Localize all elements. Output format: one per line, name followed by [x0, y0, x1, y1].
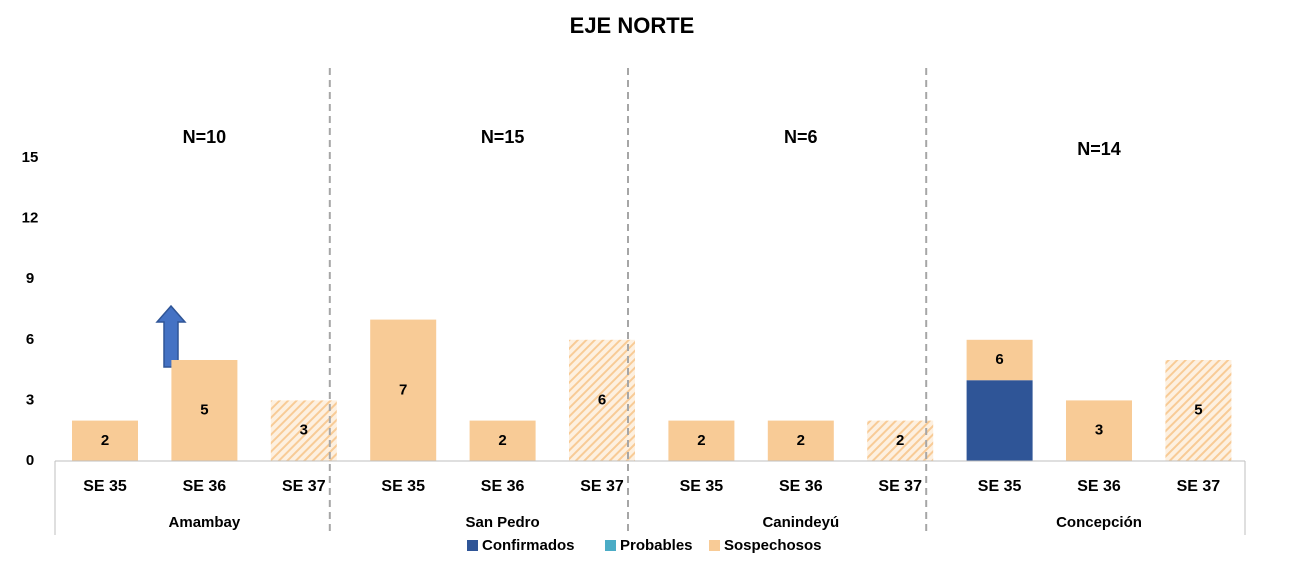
y-tick-label: 3 [26, 391, 34, 408]
x-tick-label: SE 37 [878, 478, 922, 495]
data-label: 6 [995, 351, 1003, 368]
bar-segment [270, 400, 337, 461]
data-label: 2 [797, 432, 805, 449]
x-tick-label: SE 35 [83, 478, 127, 495]
y-tick-label: 12 [22, 210, 39, 227]
group-annotation: N=10 [183, 127, 227, 147]
data-label: 3 [300, 422, 308, 439]
legend-swatch [709, 540, 720, 551]
bar-segment [72, 420, 138, 461]
data-label: 2 [697, 432, 705, 449]
legend-swatch [467, 540, 478, 551]
data-label: 6 [598, 391, 606, 408]
group-label: Amambay [169, 514, 241, 531]
x-tick-label: SE 37 [1177, 478, 1221, 495]
group-label: Concepción [1056, 514, 1142, 531]
bar-segment [171, 360, 238, 461]
x-tick-label: SE 35 [978, 478, 1022, 495]
x-tick-label: SE 36 [779, 478, 823, 495]
group-annotation: N=14 [1077, 139, 1121, 159]
bar-segment [1165, 360, 1232, 461]
bar-segment [966, 380, 1033, 461]
trend-arrow [155, 304, 187, 368]
data-label: 5 [200, 401, 208, 418]
legend-label: Sospechosos [724, 537, 822, 554]
legend-label: Probables [620, 537, 693, 554]
data-label: 3 [1095, 422, 1103, 439]
bar-segment [767, 420, 834, 461]
bar-segment [668, 420, 735, 461]
data-label: 7 [399, 381, 407, 398]
y-tick-label: 0 [26, 452, 34, 469]
x-tick-label: SE 36 [1077, 478, 1121, 495]
bar-segment [370, 319, 437, 461]
y-tick-label: 9 [26, 270, 34, 287]
x-tick-label: SE 36 [183, 478, 227, 495]
bar-segment [569, 339, 635, 461]
group-label: San Pedro [466, 514, 540, 531]
legend-label: Confirmados [482, 537, 575, 554]
x-tick-label: SE 37 [282, 478, 326, 495]
bar-segment [966, 339, 1033, 381]
y-tick-label: 15 [22, 149, 39, 166]
legend-swatch [605, 540, 616, 551]
x-tick-label: SE 35 [381, 478, 425, 495]
x-tick-label: SE 36 [481, 478, 525, 495]
data-label: 2 [101, 432, 109, 449]
data-label: 2 [498, 432, 506, 449]
x-tick-label: SE 37 [580, 478, 624, 495]
y-tick-label: 6 [26, 331, 34, 348]
group-annotation: N=6 [784, 127, 818, 147]
bar-segment [469, 420, 536, 461]
bar-segment [867, 420, 934, 461]
data-label: 5 [1194, 401, 1202, 418]
group-annotation: N=15 [481, 127, 525, 147]
data-label: 2 [896, 432, 904, 449]
group-label: Canindeyú [762, 514, 839, 531]
bar-segment [1066, 400, 1132, 461]
x-tick-label: SE 35 [680, 478, 724, 495]
chart-title: EJE NORTE [570, 13, 695, 38]
